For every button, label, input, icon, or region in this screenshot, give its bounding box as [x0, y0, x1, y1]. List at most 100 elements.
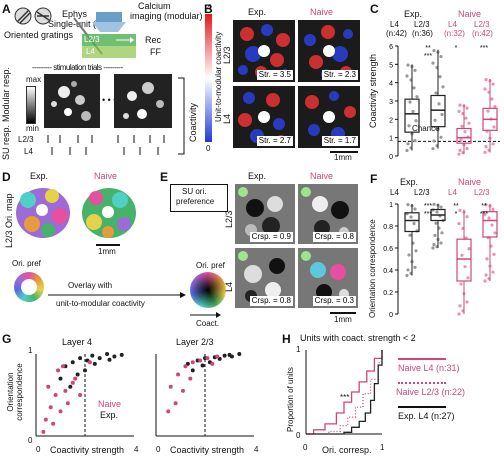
b-str-naive-l4: Str. = 1.7 [321, 136, 358, 146]
scatter-point [180, 388, 185, 393]
data-point [432, 139, 436, 143]
data-point [457, 109, 461, 113]
su-l4-label: L4 [24, 147, 33, 156]
imaging-label: imaging (modular) [130, 11, 203, 21]
e-crsp-naive-l23: Crsp. = 0.8 [312, 232, 356, 242]
f-group-0: L4 [390, 188, 399, 197]
scatter-point [183, 364, 188, 369]
d-ori-map-exp [14, 184, 72, 242]
e-row-l23: L2/3 [224, 210, 234, 228]
panel-d-label: D [2, 170, 11, 184]
y-tick-label: 0.2 [383, 290, 393, 297]
h-legend-line-1 [398, 382, 446, 384]
b-map-naive-l4: Str. = 1.7 [298, 86, 360, 148]
data-point [458, 208, 462, 213]
data-point [483, 212, 487, 217]
modular-resp-frame-1 [44, 74, 100, 128]
data-point [483, 87, 487, 91]
scatter-point [188, 376, 193, 381]
data-point [463, 265, 467, 269]
scatter-point [200, 363, 205, 368]
cumulative-distribution [305, 350, 383, 435]
data-point [457, 312, 461, 316]
data-point [484, 203, 488, 207]
y-tick-label: 1 [389, 136, 393, 143]
ori-coact-colorwheel [190, 272, 226, 308]
data-point [485, 257, 489, 261]
g-xlabel-l23: Coactivity strength [170, 445, 245, 455]
significance-mark: * [455, 45, 458, 52]
d-ori-colorwheel [14, 272, 44, 302]
h-xlabel: Ori. corresp. [322, 445, 372, 455]
e-scalebar [330, 312, 356, 314]
scatter-point [205, 356, 210, 361]
box [404, 98, 420, 133]
modular-resp-label: Modular resp. [1, 66, 11, 122]
panel-a-label: A [2, 2, 11, 16]
b-cb-max: 4 [207, 3, 212, 12]
data-point [433, 233, 437, 237]
scatter-point [217, 356, 222, 361]
data-point [490, 97, 494, 101]
scatter-point [68, 384, 73, 389]
su-l23-label: L2/3 [18, 135, 34, 144]
data-point [413, 207, 417, 211]
data-point [431, 61, 435, 65]
e-su-pref-label-2: preference [176, 197, 215, 206]
panel-e-label: E [160, 170, 169, 184]
data-point [412, 221, 416, 226]
scatter-point [78, 393, 83, 397]
b-str-exp-l4: Str. = 2.7 [256, 136, 293, 146]
data-point [458, 304, 462, 308]
scatter-point [210, 361, 215, 366]
d-ori-map-naive [80, 184, 138, 242]
cdf-line [306, 350, 383, 435]
scatter-point [60, 364, 65, 369]
box [404, 212, 420, 233]
b-row-l4: L4 [222, 113, 232, 124]
data-point [407, 253, 411, 257]
trials-ellipsis: • • • [102, 95, 117, 105]
g-x4: 4 [134, 445, 139, 454]
data-point [486, 109, 490, 113]
calcium-label: Calcium [138, 1, 171, 11]
significance-mark: ** [481, 203, 487, 210]
data-point [406, 203, 410, 207]
data-point [406, 63, 410, 67]
stim-trials-label: --------- stimulation trials --------- [32, 63, 123, 72]
d-overlay-arrow [48, 292, 186, 298]
d-wheel-ori-pref: Ori. pref [196, 261, 225, 270]
scatter-point [92, 361, 97, 366]
e-exp-header: Exp. [248, 171, 267, 181]
b-exp-header: Exp. [248, 7, 267, 17]
data-point [408, 100, 412, 104]
g-title-l23: Layer 2/3 [176, 337, 214, 347]
f-naive-header: Naive [458, 177, 482, 187]
data-point [413, 139, 417, 143]
data-point [431, 246, 435, 250]
y-tick-label: 4 [389, 81, 393, 88]
data-point [405, 74, 409, 78]
data-point [413, 265, 417, 269]
data-point [465, 106, 469, 110]
data-point [493, 104, 497, 109]
y-tick-label: 0.4 [383, 268, 393, 275]
data-point [435, 210, 439, 214]
data-point [491, 142, 495, 146]
panel-b-label: B [204, 2, 213, 16]
data-point [491, 82, 495, 86]
data-point [413, 68, 417, 72]
y-tick-label: 0 [389, 154, 393, 161]
h-ylabel: Proportion of units [286, 367, 295, 432]
significance-mark: *** [424, 53, 432, 60]
data-point [484, 273, 488, 277]
g-y0: 0 [28, 436, 33, 445]
scatter-point [83, 368, 87, 373]
scatter-point [190, 368, 195, 373]
data-point [439, 241, 443, 245]
f-group-2: L4 [448, 188, 457, 197]
c-group-1-n: (n:36) [412, 29, 433, 38]
box [456, 238, 472, 282]
recording-setup-diagram [73, 12, 136, 58]
e-scale-label: 1mm [334, 315, 352, 324]
